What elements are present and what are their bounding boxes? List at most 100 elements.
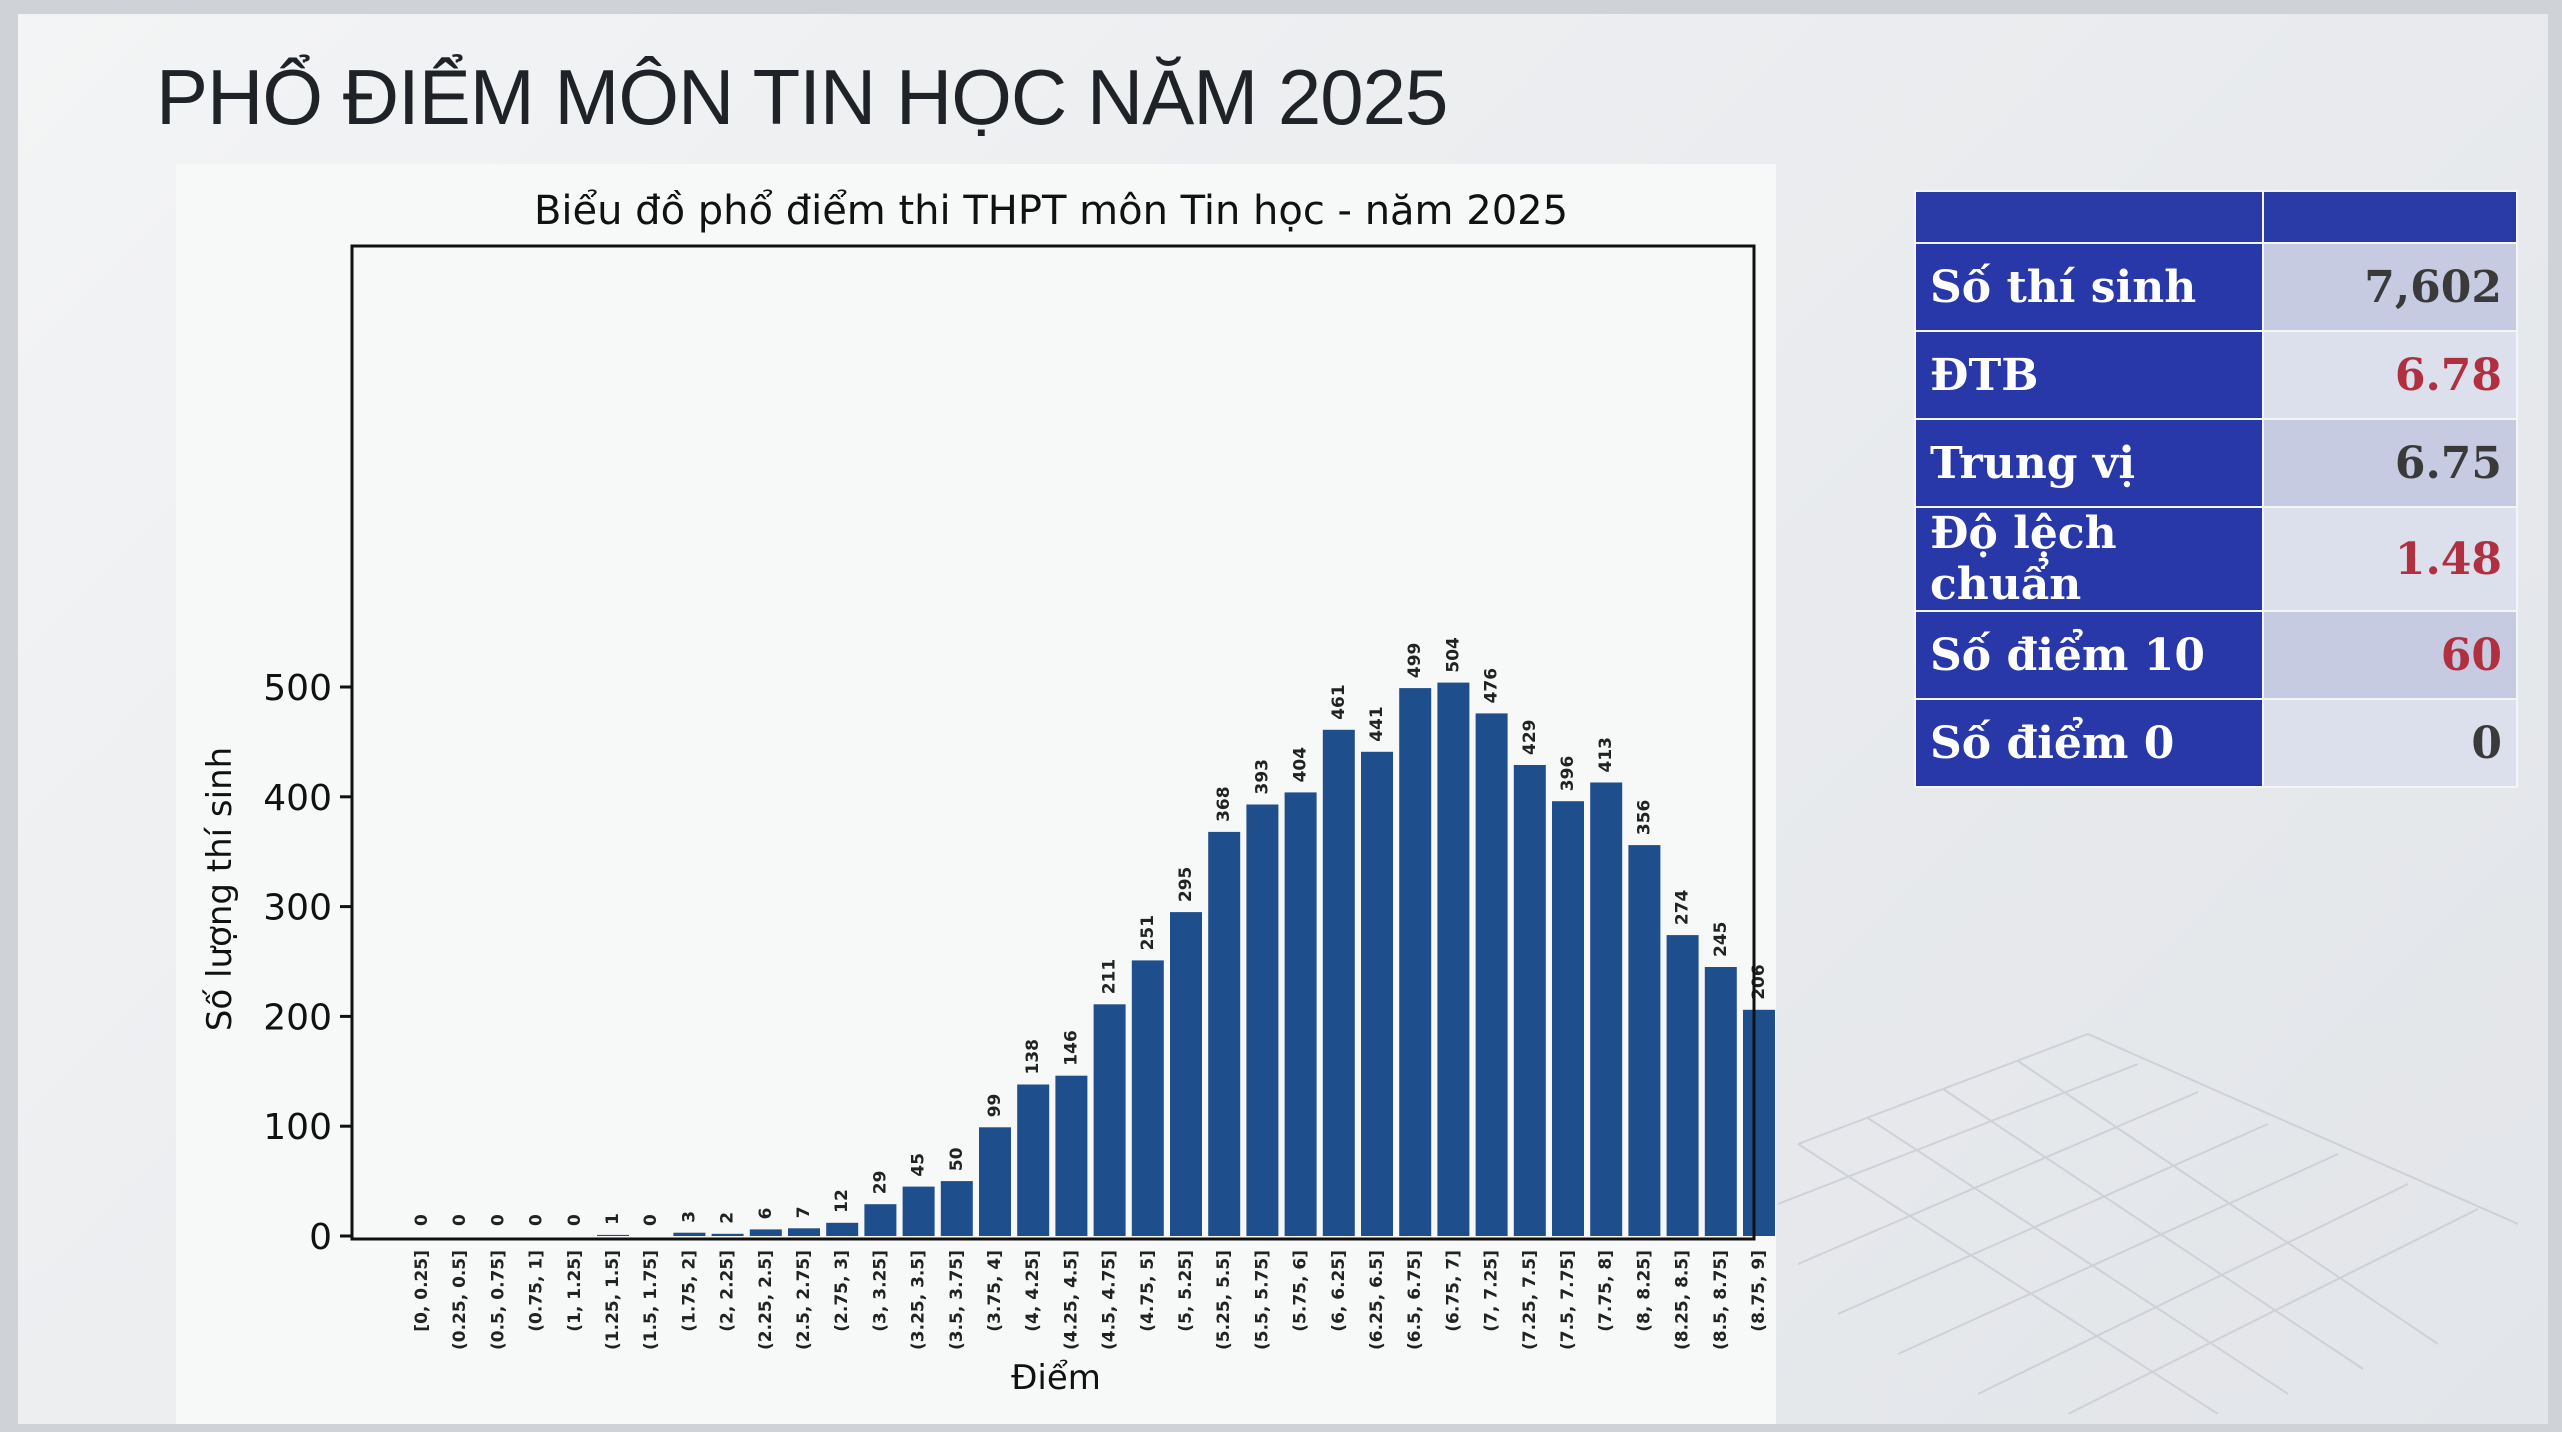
x-tick-label: (7.5, 7.75] (1558, 1250, 1578, 1350)
data-label: 50 (947, 1147, 967, 1171)
x-tick-label: [0, 0.25] (412, 1250, 432, 1332)
data-label: 413 (1596, 737, 1616, 773)
bar (826, 1222, 859, 1236)
bar (864, 1204, 897, 1236)
stats-value: 0 (2262, 698, 2518, 788)
stats-label: ĐTB (1913, 330, 2265, 420)
x-tick-label: (1, 1.25] (565, 1250, 585, 1332)
data-label: 138 (1023, 1039, 1043, 1075)
x-tick-label: (8.25, 8.5] (1673, 1250, 1693, 1350)
data-label: 429 (1520, 720, 1540, 756)
stats-value: 7,602 (2262, 242, 2518, 332)
stats-label: Trung vị (1913, 418, 2265, 508)
x-tick-label: (1.75, 2] (679, 1250, 699, 1332)
bar (749, 1229, 782, 1236)
bar (979, 1127, 1011, 1236)
data-label: 404 (1291, 747, 1311, 783)
bar (1361, 751, 1393, 1236)
data-label: 499 (1405, 643, 1425, 679)
data-label: 0 (450, 1214, 470, 1226)
stats-header-cell (2262, 190, 2518, 244)
data-label: 2 (718, 1212, 738, 1224)
data-label: 461 (1329, 684, 1349, 720)
bar (1017, 1084, 1050, 1236)
data-label: 45 (909, 1153, 929, 1177)
data-label: 99 (985, 1094, 1005, 1118)
stats-value: 6.78 (2262, 330, 2518, 420)
x-tick-label: (1.25, 1.5] (603, 1250, 623, 1350)
data-label: 206 (1749, 964, 1769, 1000)
data-label: 6 (756, 1208, 776, 1220)
bar (1743, 1009, 1775, 1236)
plot-frame (350, 244, 1756, 1241)
bar (1552, 801, 1584, 1236)
stats-row: Độ lệch chuẩn 1.48 (1913, 506, 2518, 612)
bar (673, 1232, 706, 1236)
slide-title: PHỔ ĐIỂM MÔN TIN HỌC NĂM 2025 (156, 53, 1448, 141)
data-label: 393 (1252, 759, 1272, 795)
data-label: 356 (1634, 800, 1654, 836)
x-tick-label: (6.5, 6.75] (1405, 1250, 1425, 1350)
bar (1322, 729, 1355, 1236)
bar (788, 1228, 820, 1236)
data-label: 211 (1100, 959, 1120, 995)
bar (1628, 845, 1661, 1236)
data-label: 476 (1482, 668, 1502, 704)
y-tick-label: 0 (309, 1217, 332, 1258)
stats-label: Số thí sinh (1913, 242, 2265, 332)
bar (940, 1181, 973, 1236)
bar (1284, 792, 1317, 1236)
bar (1093, 1004, 1126, 1236)
x-tick-label: (5.25, 5.5] (1214, 1250, 1234, 1350)
x-tick-label: (7.25, 7.5] (1520, 1250, 1540, 1350)
bar (1246, 804, 1279, 1236)
x-tick-label: (5.75, 6] (1291, 1250, 1311, 1332)
stats-value: 6.75 (2262, 418, 2518, 508)
y-tick-label: 100 (263, 1107, 332, 1148)
stats-value: 1.48 (2262, 506, 2518, 612)
data-label: 251 (1138, 915, 1158, 951)
x-tick-label: (0.25, 0.5] (450, 1250, 470, 1350)
data-label: 1 (603, 1213, 623, 1225)
x-tick-label: (0.5, 0.75] (488, 1250, 508, 1350)
data-label: 0 (641, 1214, 661, 1226)
bar (1055, 1075, 1088, 1236)
x-tick-label: (7, 7.25] (1482, 1250, 1502, 1332)
stats-header-row (1913, 190, 2518, 244)
x-tick-label: (6.75, 7] (1443, 1250, 1463, 1332)
stats-label: Số điểm 0 (1913, 698, 2265, 788)
slide: PHỔ ĐIỂM MÔN TIN HỌC NĂM 2025 Biểu đồ ph… (18, 14, 2548, 1424)
decorative-floor-grid (1777, 1032, 2518, 1414)
y-axis-label: Số lượng thí sinh (200, 747, 240, 1031)
data-label: 3 (679, 1211, 699, 1223)
x-axis-label: Điểm (1011, 1358, 1101, 1398)
x-tick-label: (2.25, 2.5] (756, 1250, 776, 1350)
x-tick-label: (8.5, 8.75] (1711, 1250, 1731, 1350)
y-tick-label: 500 (263, 668, 332, 709)
score-distribution-chart: Biểu đồ phổ điểm thi THPT môn Tin học - … (200, 188, 1775, 1398)
x-tick-label: (4.25, 4.5] (1061, 1250, 1081, 1350)
x-tick-label: (8, 8.25] (1634, 1250, 1654, 1332)
x-tick-label: (4.75, 5] (1138, 1250, 1158, 1332)
data-label: 7 (794, 1206, 814, 1218)
bar (1666, 935, 1699, 1236)
x-tick-label: (4, 4.25] (1023, 1250, 1043, 1332)
stats-label: Độ lệch chuẩn (1913, 506, 2265, 612)
chart-panel: Biểu đồ phổ điểm thi THPT môn Tin học - … (176, 164, 1776, 1424)
x-tick-label: (8.75, 9] (1749, 1250, 1769, 1332)
x-tick-label: (6, 6.25] (1329, 1250, 1349, 1332)
bar (1513, 765, 1546, 1236)
x-tick-label: (2.5, 2.75] (794, 1250, 814, 1350)
data-label: 274 (1673, 889, 1693, 925)
data-label: 0 (565, 1214, 585, 1226)
x-tick-label: (3.75, 4] (985, 1250, 1005, 1332)
x-tick-label: (2.75, 3] (832, 1250, 852, 1332)
stats-row: Số điểm 10 60 (1913, 610, 2518, 700)
stats-label: Số điểm 10 (1913, 610, 2265, 700)
data-label: 0 (488, 1214, 508, 1226)
x-tick-label: (2, 2.25] (718, 1250, 738, 1332)
x-tick-label: (3, 3.25] (870, 1250, 890, 1332)
x-tick-label: (0.75, 1] (527, 1250, 547, 1332)
stats-row: Trung vị 6.75 (1913, 418, 2518, 508)
bar (1704, 967, 1737, 1236)
